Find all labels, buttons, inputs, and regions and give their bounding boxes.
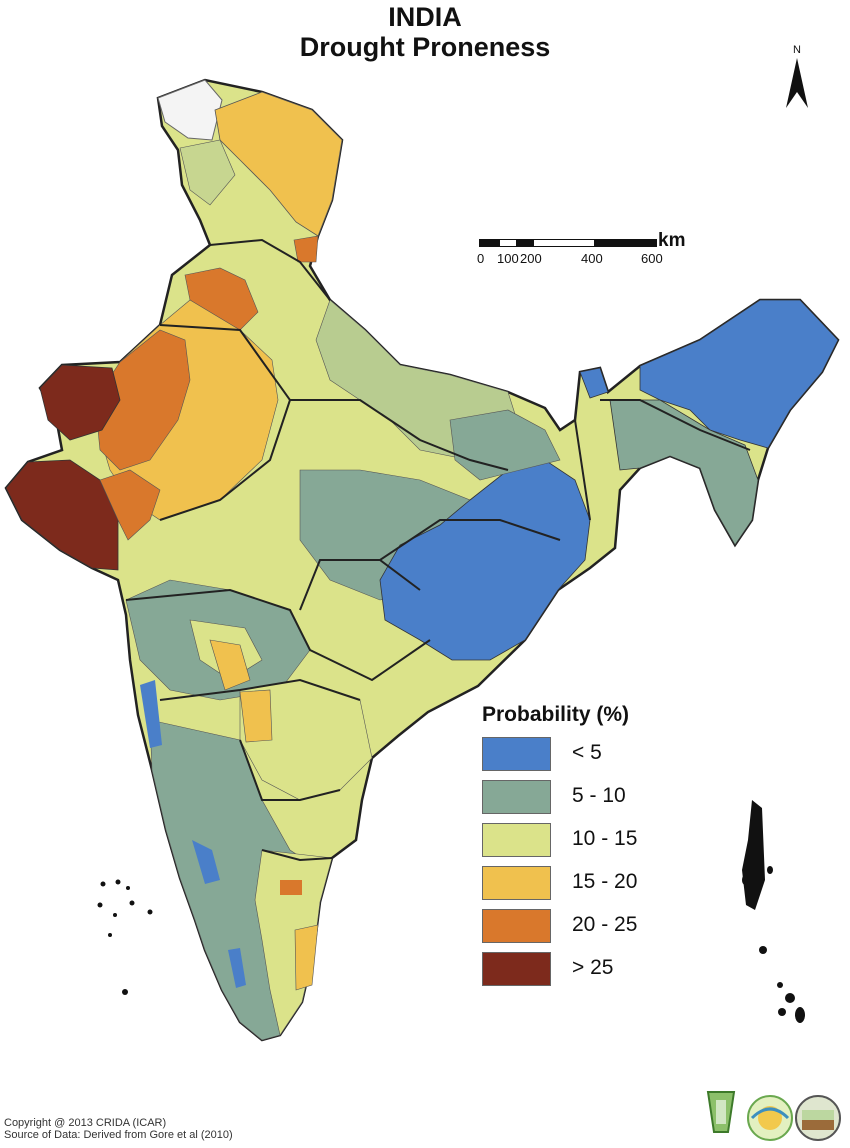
scale-bar: km 0 100 200 400 600 xyxy=(477,230,697,270)
icar-logo xyxy=(706,1091,736,1133)
crida-logo xyxy=(747,1095,793,1141)
andaman-nicobar-islands xyxy=(742,800,805,1023)
scale-segment xyxy=(479,239,499,247)
scale-unit: km xyxy=(658,230,686,251)
legend-item: 20 - 25 xyxy=(482,909,742,952)
map-title: INDIA xyxy=(388,2,462,32)
scale-segment xyxy=(517,239,533,247)
nicra-logo xyxy=(795,1095,841,1141)
scale-tick: 400 xyxy=(581,251,603,266)
scale-tick: 0 xyxy=(477,251,485,266)
region-orange-tamilnadu xyxy=(294,924,319,991)
region-green-northeast xyxy=(609,399,759,546)
legend-swatch xyxy=(482,823,551,857)
legend-label: 10 - 15 xyxy=(572,827,638,850)
region-orange-spot-south xyxy=(280,880,302,895)
legend-item: 5 - 10 xyxy=(482,780,742,823)
legend-label: < 5 xyxy=(572,741,602,764)
legend-label: 15 - 20 xyxy=(572,870,638,893)
scale-tick: 100 xyxy=(497,251,519,266)
legend-item: > 25 xyxy=(482,952,742,995)
region-orange-maharashtra xyxy=(209,639,251,691)
region-yellow-tamilnadu xyxy=(254,849,333,1036)
north-label: N xyxy=(793,44,801,56)
scale-segment xyxy=(533,239,595,247)
legend-swatch xyxy=(482,909,551,943)
legend-item: 10 - 15 xyxy=(482,823,742,866)
region-green-north xyxy=(179,139,236,206)
north-arrow-icon xyxy=(786,58,808,108)
region-blue-northeast xyxy=(639,299,839,449)
scale-tick: 600 xyxy=(641,251,663,266)
source-text: Source of Data: Derived from Gore et al … xyxy=(4,1129,233,1141)
region-darkred-kutch xyxy=(39,364,121,441)
region-blue-westcoast-1 xyxy=(140,680,162,748)
region-blue-westcoast-2 xyxy=(192,840,220,884)
scale-tick: 200 xyxy=(520,251,542,266)
region-orange-deccan xyxy=(239,689,273,743)
legend-swatch xyxy=(482,737,551,771)
region-orange-gujarat xyxy=(99,469,161,541)
legend-swatch xyxy=(482,780,551,814)
legend-item: 15 - 20 xyxy=(482,866,742,909)
legend-label: > 25 xyxy=(572,956,614,979)
lakshadweep-islands xyxy=(97,879,153,995)
legend-item: < 5 xyxy=(482,737,742,780)
map-subtitle: Drought Proneness xyxy=(299,32,551,62)
legend: Probability (%) < 5 5 - 10 10 - 15 15 - … xyxy=(482,703,742,995)
scale-segment xyxy=(595,239,657,247)
legend-title: Probability (%) xyxy=(482,703,630,726)
region-orange-rajasthan xyxy=(94,329,191,471)
legend-swatch xyxy=(482,866,551,900)
institution-logos xyxy=(706,1091,841,1141)
legend-label: 20 - 25 xyxy=(572,913,638,936)
legend-label: 5 - 10 xyxy=(572,784,626,807)
footer-credits: Copyright @ 2013 CRIDA (ICAR) Source of … xyxy=(4,1117,233,1141)
state-borders xyxy=(125,238,751,862)
north-arrow: N xyxy=(782,44,812,115)
region-blue-sikkim xyxy=(579,367,609,399)
region-darkred-saurashtra xyxy=(5,459,119,571)
legend-swatch xyxy=(482,952,551,986)
region-orange-uk xyxy=(293,235,319,263)
region-white-north xyxy=(157,79,223,141)
scale-segment xyxy=(499,239,517,247)
copyright-text: Copyright @ 2013 CRIDA (ICAR) xyxy=(4,1117,167,1129)
region-blue-westcoast-3 xyxy=(228,948,246,988)
region-blue-east xyxy=(379,459,591,661)
